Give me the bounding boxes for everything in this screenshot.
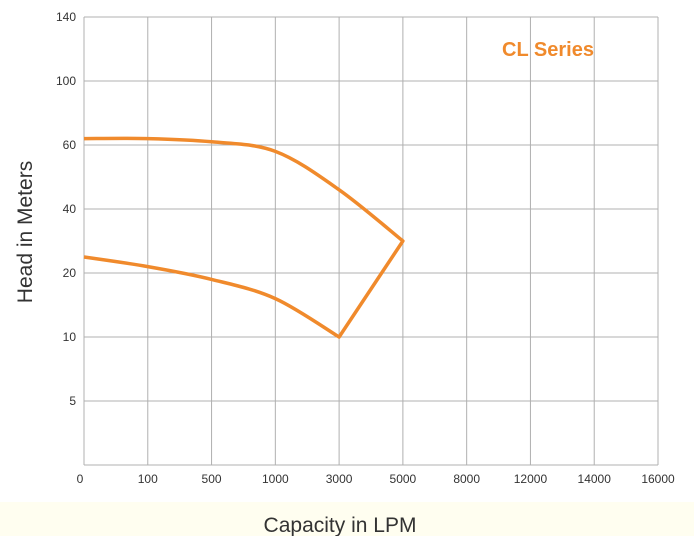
x-axis-label: Capacity in LPM — [264, 514, 417, 536]
x-tick-label: 12000 — [514, 472, 548, 486]
y-tick-label: 40 — [63, 202, 77, 216]
grid — [83, 16, 659, 466]
x-tick-labels: 0 100 500 1000 3000 5000 8000 12000 14000 16000 — [77, 472, 675, 486]
y-tick-label: 60 — [63, 138, 77, 152]
x-tick-label: 500 — [202, 472, 222, 486]
y-tick-label: 140 — [56, 10, 76, 24]
x-tick-label: 5000 — [390, 472, 417, 486]
series-curve — [83, 136, 405, 339]
x-tick-label: 100 — [138, 472, 158, 486]
x-tick-label: 14000 — [578, 472, 612, 486]
y-tick-labels: 140 100 60 40 20 10 5 — [56, 10, 76, 408]
y-tick-label: 5 — [69, 394, 76, 408]
x-tick-label: 16000 — [641, 472, 675, 486]
x-tick-label: 8000 — [453, 472, 480, 486]
y-tick-label: 20 — [63, 266, 77, 280]
bottom-band — [0, 502, 694, 536]
y-tick-label: 10 — [63, 330, 77, 344]
y-axis-label: Head in Meters — [14, 161, 37, 303]
series-annotation: CL Series — [502, 39, 594, 61]
y-tick-label: 100 — [56, 74, 76, 88]
x-tick-label: 3000 — [326, 472, 353, 486]
x-tick-label: 1000 — [262, 472, 289, 486]
x-tick-label: 0 — [77, 472, 84, 486]
